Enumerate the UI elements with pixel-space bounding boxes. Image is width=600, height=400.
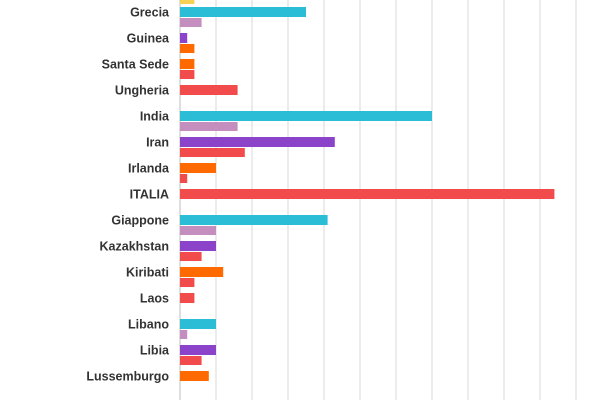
bar	[180, 267, 224, 277]
category-label: Kazakhstan	[100, 240, 169, 254]
bar	[180, 111, 432, 121]
category-label: Kiribati	[126, 266, 169, 280]
category-label: Guinea	[127, 32, 170, 46]
bar-minor	[180, 148, 245, 157]
bar	[180, 215, 328, 225]
bars	[180, 0, 555, 381]
bar-minor	[180, 174, 188, 183]
category-label: Santa Sede	[102, 58, 169, 72]
bar	[180, 7, 306, 17]
category-label: Giappone	[111, 214, 169, 228]
category-label: Irlanda	[128, 162, 170, 176]
bar-minor	[180, 278, 195, 287]
bar-minor	[180, 44, 195, 53]
bar	[180, 85, 238, 95]
category-labels: Grecia Guinea Santa Sede Ungheria India Iran I…	[86, 6, 170, 384]
bar	[180, 345, 216, 355]
category-label: Ungheria	[115, 84, 170, 98]
category-label: Laos	[140, 292, 169, 306]
bar-minor	[180, 356, 202, 365]
bar-minor	[180, 226, 216, 235]
category-label: Lussemburgo	[86, 370, 169, 384]
bar	[180, 319, 216, 329]
grid-lines	[179, 0, 577, 400]
category-label: ITALIA	[130, 188, 169, 202]
category-label: Libia	[140, 344, 170, 358]
bar-minor	[180, 122, 238, 131]
category-label: Grecia	[130, 6, 170, 20]
bar	[180, 371, 209, 381]
bar	[180, 59, 195, 69]
bar-minor	[180, 330, 188, 339]
bar	[180, 241, 216, 251]
bar	[180, 189, 555, 199]
bar	[180, 163, 216, 173]
bar-minor	[180, 70, 195, 79]
bar	[180, 33, 188, 43]
bar-minor	[180, 252, 202, 261]
bar-minor	[180, 18, 202, 27]
category-label: Iran	[146, 136, 169, 150]
category-label: Libano	[128, 318, 169, 332]
category-label: India	[140, 110, 170, 124]
bar	[180, 293, 195, 303]
bar-partial	[180, 0, 195, 4]
bar	[180, 137, 335, 147]
